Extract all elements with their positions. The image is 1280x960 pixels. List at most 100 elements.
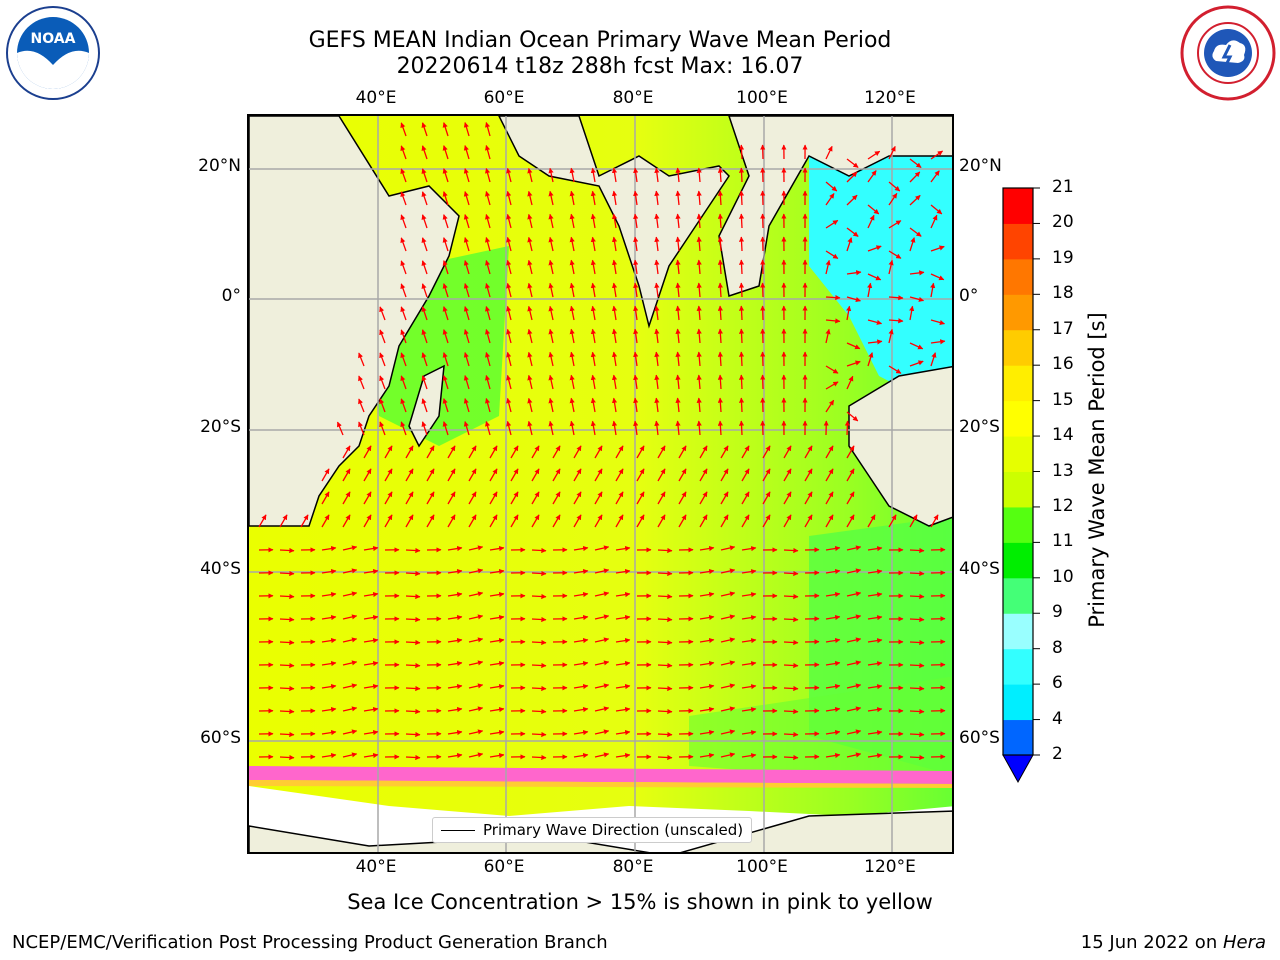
wave-arrow	[405, 491, 414, 505]
wave-arrow	[825, 568, 841, 575]
colorbar-tick-label: 11	[1052, 531, 1074, 552]
colorbar-tick-label: 20	[1052, 212, 1074, 233]
wave-arrow	[527, 397, 533, 413]
colorbar-segment	[1003, 436, 1033, 472]
wave-arrow	[548, 374, 554, 390]
colorbar-tick-label: 18	[1052, 283, 1074, 304]
wave-arrow	[615, 637, 631, 644]
wave-arrow	[633, 328, 639, 344]
wave-arrow	[405, 639, 421, 646]
wave-arrow	[720, 568, 736, 574]
wave-arrow	[867, 546, 883, 552]
wave-arrow	[463, 214, 470, 229]
wave-arrow	[696, 259, 702, 275]
wave-arrow	[573, 445, 582, 459]
wave-arrow	[783, 570, 799, 577]
wave-arrow	[548, 167, 554, 183]
wave-arrow	[447, 660, 463, 667]
wave-arrow	[741, 615, 757, 621]
wave-arrow	[909, 158, 922, 169]
wave-arrow	[699, 637, 715, 644]
wave-arrow	[447, 445, 456, 459]
wave-arrow	[400, 283, 407, 298]
wave-arrow	[442, 260, 449, 275]
wave-arrow	[741, 445, 750, 459]
wave-arrow	[717, 374, 723, 390]
wave-arrow	[342, 591, 358, 597]
wave-arrow	[633, 190, 639, 206]
wave-arrow	[825, 193, 835, 206]
wave-arrow	[485, 122, 491, 137]
wave-arrow	[741, 514, 750, 528]
wave-arrow	[696, 328, 702, 344]
wave-arrow	[573, 614, 589, 621]
wave-arrow	[738, 144, 745, 160]
wave-arrow	[738, 282, 745, 298]
wave-arrow	[506, 167, 512, 183]
wave-arrow	[447, 545, 463, 552]
colorbar-tick-label: 21	[1052, 177, 1074, 197]
wave-arrow	[804, 468, 813, 482]
wave-arrow	[573, 591, 589, 598]
chart-subtitle: 20220614 t18z 288h fcst Max: 16.07	[396, 54, 804, 79]
wave-arrow	[867, 615, 883, 621]
wave-arrow	[421, 398, 428, 413]
wave-arrow	[825, 328, 831, 344]
colorbar-tick-label: 12	[1052, 495, 1074, 516]
wave-arrow	[590, 190, 596, 206]
wave-arrow	[400, 122, 407, 137]
wave-arrow	[421, 260, 428, 275]
wave-arrow	[468, 637, 484, 643]
wave-arrow	[717, 167, 723, 183]
wave-arrow	[489, 706, 505, 713]
wave-arrow	[930, 170, 940, 183]
wave-arrow	[675, 305, 681, 321]
wave-arrow	[825, 318, 841, 324]
wave-arrow	[930, 339, 946, 345]
wave-arrow	[321, 637, 337, 644]
wave-arrow	[699, 729, 715, 736]
wave-arrow	[783, 514, 792, 528]
wave-arrow	[930, 282, 936, 298]
lat-tick-right: 60°S	[959, 728, 1000, 748]
wave-arrow	[930, 319, 945, 326]
wave-arrow	[615, 514, 624, 528]
wave-arrow	[888, 295, 904, 301]
wave-arrow	[696, 374, 702, 390]
wave-arrow	[300, 514, 309, 528]
wave-arrow	[531, 570, 547, 577]
ocean-field-zone	[689, 676, 952, 786]
wave-arrow	[696, 305, 702, 321]
wave-arrow	[342, 445, 351, 459]
wave-arrow	[738, 213, 745, 229]
wave-arrow	[783, 708, 799, 715]
wave-arrow	[384, 514, 393, 528]
wave-arrow	[825, 752, 841, 759]
wave-arrow	[463, 352, 470, 367]
colorbar-tick-label: 16	[1052, 354, 1074, 375]
wave-arrow	[468, 445, 477, 459]
wave-arrow	[468, 568, 484, 574]
land-africa	[249, 116, 460, 527]
wave-arrow	[909, 570, 925, 577]
wave-arrow	[825, 250, 839, 260]
wave-arrow	[279, 685, 295, 692]
wave-arrow	[573, 637, 589, 644]
wave-arrow	[531, 445, 540, 459]
wave-arrow	[421, 306, 428, 321]
wave-arrow	[590, 397, 596, 413]
wave-arrow	[675, 213, 681, 229]
colorbar-segment	[1003, 188, 1033, 224]
wave-arrow	[783, 445, 792, 459]
wave-arrow	[342, 568, 358, 574]
wave-arrow	[447, 468, 456, 482]
wave-arrow	[548, 351, 554, 367]
wave-arrow	[741, 546, 757, 552]
wave-arrow	[358, 375, 365, 390]
wave-arrow	[506, 190, 512, 206]
wave-arrow	[569, 167, 575, 183]
wave-arrow	[342, 545, 358, 551]
wave-arrow	[804, 491, 813, 505]
wave-arrow	[321, 514, 330, 528]
sea-ice-band	[249, 780, 952, 788]
